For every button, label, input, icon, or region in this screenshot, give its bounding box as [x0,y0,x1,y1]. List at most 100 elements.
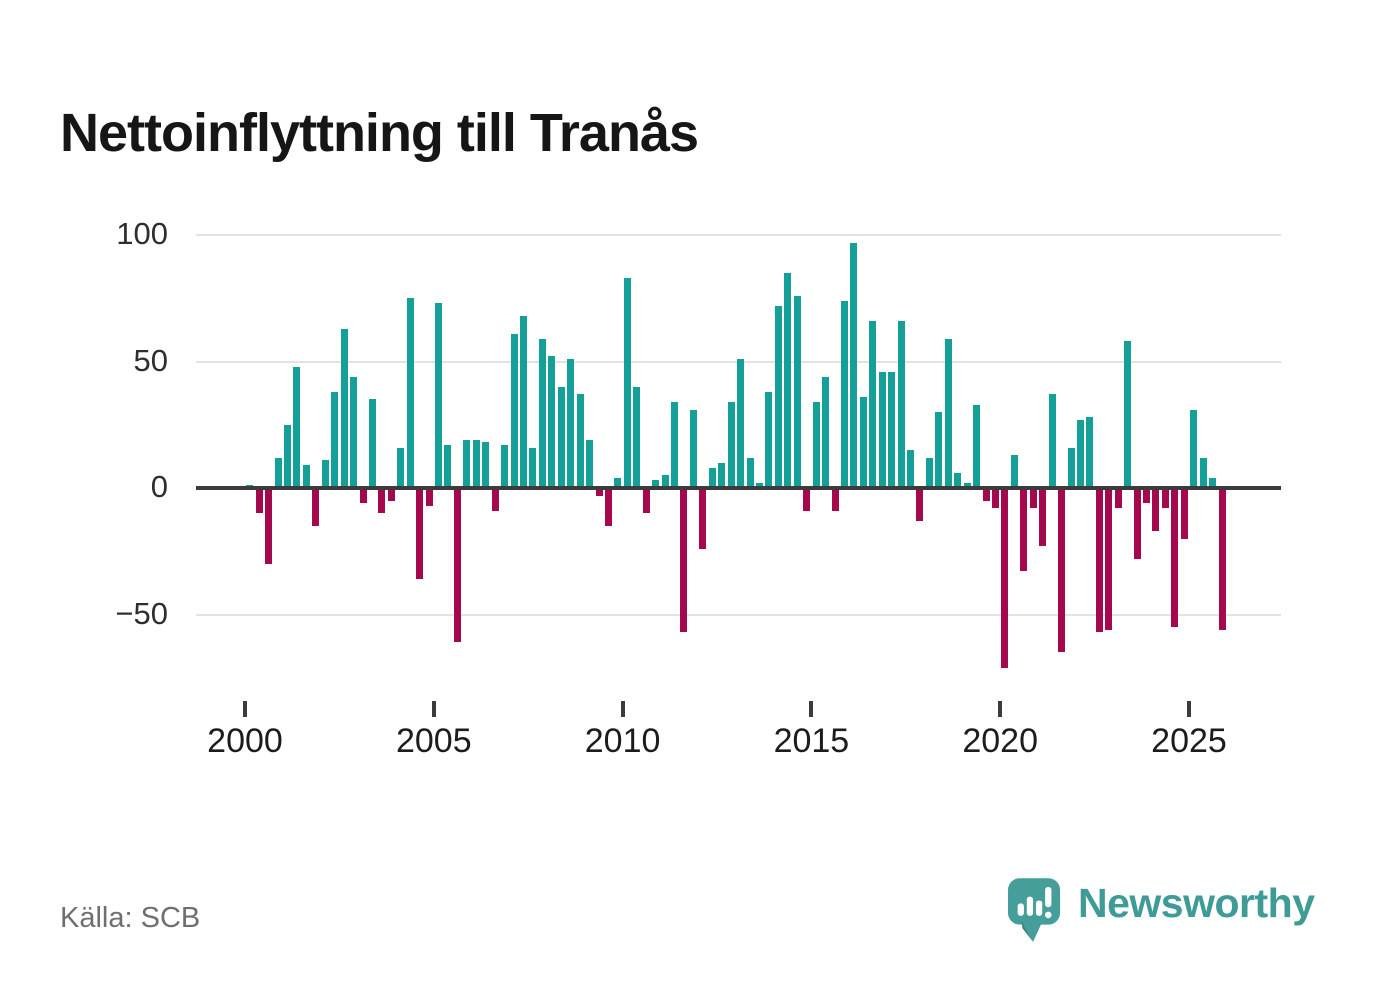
gridline-−50 [196,613,1281,616]
bar-2013Q2 [746,457,754,488]
x-axis-label-2015: 2015 [773,722,850,760]
bar-2017Q3 [907,450,915,488]
y-axis-label-−50: −50 [115,595,168,631]
bar-2015Q1 [812,401,820,488]
bar-2020Q1 [1001,488,1009,668]
x-axis-tick-2020 [998,701,1003,717]
bar-2022Q1 [1076,419,1084,488]
bar-2012Q2 [708,467,716,488]
bar-2016Q3 [869,321,877,488]
x-axis-tick-2015 [809,701,814,717]
bar-2006Q3 [491,488,499,511]
bar-2018Q1 [925,457,933,488]
bar-2005Q1 [435,303,443,488]
bar-2022Q3 [1095,488,1103,633]
x-axis-label-2005: 2005 [395,722,472,760]
bar-2009Q2 [595,488,603,496]
bar-2008Q1 [548,356,556,488]
bar-2010Q2 [633,386,641,488]
bar-2007Q1 [510,333,518,488]
bar-2006Q1 [472,439,480,488]
bar-2015Q3 [831,488,839,511]
bar-2022Q4 [1105,488,1113,630]
bar-2006Q4 [501,444,509,488]
bar-2001Q3 [302,465,310,488]
bar-2015Q2 [822,376,830,488]
bar-2018Q3 [944,338,952,488]
bar-2009Q4 [614,477,622,488]
bar-2019Q3 [982,488,990,501]
bar-2001Q4 [312,488,320,526]
bar-2011Q1 [661,475,669,488]
bar-2002Q4 [350,376,358,488]
bar-2015Q4 [840,300,848,488]
bar-2019Q4 [991,488,999,509]
x-axis-label-2025: 2025 [1151,722,1227,760]
x-axis-tick-2005 [431,701,436,717]
bar-2025Q4 [1218,488,1226,630]
zero-axis-line [196,486,1281,490]
bar-2016Q4 [878,371,886,488]
bar-2012Q3 [718,462,726,488]
bar-2010Q1 [623,278,631,488]
bar-2016Q2 [859,396,867,488]
bar-2005Q2 [444,444,452,488]
bar-2004Q2 [406,298,414,488]
bar-2018Q4 [954,472,962,488]
newsworthy-bubble-icon [1008,878,1061,942]
bar-2003Q1 [359,488,367,504]
bar-2006Q2 [482,442,490,488]
bar-2014Q2 [784,272,792,488]
bar-2005Q3 [453,488,461,643]
bar-2024Q3 [1171,488,1179,628]
bar-2004Q1 [397,447,405,488]
bar-2011Q3 [680,488,688,633]
bar-2017Q4 [916,488,924,521]
bar-2025Q3 [1209,477,1217,488]
bar-2024Q1 [1152,488,1160,531]
bar-2023Q4 [1143,488,1151,504]
bar-2000Q2 [255,488,263,514]
bar-2014Q1 [774,305,782,488]
bar-2014Q3 [793,295,801,488]
bar-2004Q4 [425,488,433,506]
bar-2020Q3 [1020,488,1028,572]
bar-2021Q2 [1048,394,1056,488]
bar-2000Q4 [274,457,282,488]
source-text: Källa: SCB [60,902,201,934]
bar-2012Q1 [699,488,707,549]
bar-2024Q2 [1161,488,1169,509]
bar-2024Q4 [1180,488,1188,539]
newsworthy-logo: Newsworthy [1008,878,1315,948]
bar-2001Q1 [283,424,291,488]
x-axis-tick-2000 [243,701,247,717]
bar-2023Q1 [1114,488,1122,509]
bar-2016Q1 [850,242,858,488]
bar-2017Q2 [897,321,905,488]
bar-2003Q2 [368,399,376,488]
bar-2010Q4 [652,480,660,488]
chart-title: Nettoinflyttning till Tranås [60,103,699,164]
bar-2002Q3 [340,328,348,488]
bar-2019Q2 [973,404,981,488]
bar-2009Q3 [604,488,612,526]
x-axis-label-2000: 2000 [207,722,283,760]
bar-2003Q3 [378,488,386,514]
bar-2003Q4 [387,488,395,501]
bar-2000Q3 [265,488,273,564]
x-axis-label-2020: 2020 [962,722,1038,760]
y-axis-label-0: 0 [150,469,168,504]
bar-2012Q4 [727,401,735,488]
bar-2010Q3 [642,488,650,514]
bar-2005Q4 [463,439,471,488]
bar-2013Q1 [737,358,745,488]
bar-2021Q4 [1067,447,1075,488]
y-axis-label-100: 100 [116,216,168,251]
bar-2025Q2 [1199,457,1207,488]
bar-2018Q2 [935,412,943,488]
bar-2007Q4 [538,338,546,488]
bar-2008Q2 [557,386,565,488]
bar-2014Q4 [803,488,811,511]
bar-2008Q3 [567,358,575,488]
